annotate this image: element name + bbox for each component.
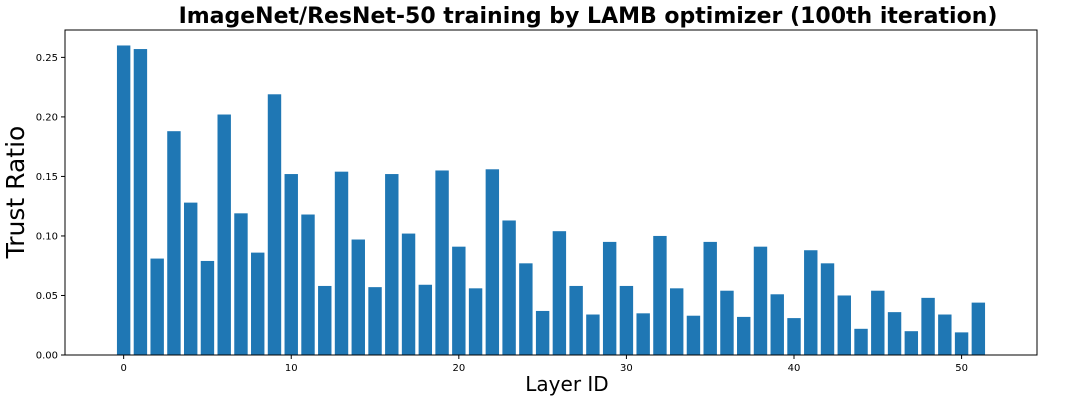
x-tick-label: 30 (620, 363, 633, 374)
bar-layer-20 (452, 246, 466, 355)
bar-layer-43 (837, 295, 851, 355)
bar-layer-12 (318, 285, 332, 355)
bar-layer-3 (167, 131, 181, 355)
bar-layer-44 (854, 328, 868, 355)
y-tick-label: 0.20 (36, 112, 58, 123)
bar-layer-24 (519, 263, 533, 355)
y-tick-label: 0.10 (36, 231, 58, 242)
bar-layer-34 (686, 315, 701, 355)
x-tick-label: 20 (452, 363, 465, 374)
bar-layer-36 (720, 290, 734, 355)
bar-layer-49 (938, 314, 952, 355)
bar-layer-41 (804, 250, 818, 355)
bar-layer-16 (385, 174, 399, 355)
bar-layer-31 (636, 313, 650, 355)
bar-layer-51 (971, 302, 986, 355)
bar-layer-18 (418, 284, 433, 355)
bar-layer-10 (284, 174, 298, 355)
bar-layer-13 (334, 171, 349, 355)
bar-layer-42 (820, 263, 835, 355)
bar-layer-15 (368, 287, 382, 355)
x-tick-label: 10 (285, 363, 298, 374)
bar-layer-17 (401, 233, 416, 355)
bar-layer-27 (569, 285, 583, 355)
bar-layer-26 (552, 231, 567, 355)
bar-layer-33 (669, 288, 684, 355)
bar-layer-40 (787, 318, 801, 355)
bar-layer-5 (200, 260, 215, 355)
x-tick-label: 0 (120, 363, 126, 374)
y-tick-label: 0.05 (36, 291, 58, 302)
bar-layer-28 (586, 314, 600, 355)
bar-layer-39 (770, 294, 784, 355)
bar-layer-11 (301, 214, 315, 355)
y-axis-label: Trust Ratio (1, 126, 30, 260)
plot-frame (64, 29, 1038, 356)
bar-layer-46 (887, 312, 902, 355)
bar-layer-1 (133, 49, 148, 356)
bars-group (116, 45, 986, 356)
bar-layer-47 (904, 331, 919, 355)
x-axis-ticks: 0 10 20 30 40 50 (120, 355, 968, 374)
bar-layer-32 (653, 235, 667, 355)
bar-layer-23 (502, 220, 516, 355)
bar-layer-2 (150, 258, 164, 355)
bar-layer-48 (921, 297, 935, 355)
bar-layer-4 (183, 202, 198, 355)
x-axis-label: Layer ID (525, 372, 608, 396)
x-tick-label: 50 (955, 363, 968, 374)
bar-layer-21 (468, 288, 483, 355)
bar-layer-22 (485, 169, 500, 355)
bar-layer-9 (267, 94, 282, 355)
bar-layer-35 (703, 241, 717, 355)
x-tick-label: 40 (788, 363, 801, 374)
bar-layer-19 (435, 170, 449, 355)
bar-layer-25 (535, 310, 550, 355)
bar-layer-14 (351, 239, 365, 355)
bar-layer-45 (871, 290, 885, 355)
bar-layer-50 (954, 332, 969, 355)
chart-title: ImageNet/ResNet-50 training by LAMB opti… (179, 4, 998, 29)
bar-layer-0 (116, 45, 131, 355)
bar-layer-8 (251, 252, 265, 355)
bar-layer-37 (737, 316, 751, 355)
bar-layer-29 (602, 241, 617, 355)
bar-layer-30 (619, 285, 634, 355)
y-tick-label: 0.15 (36, 172, 58, 183)
bar-layer-6 (217, 114, 231, 356)
bar-layer-38 (753, 246, 768, 355)
y-axis-ticks: 0.00 0.05 0.10 0.15 0.20 0.25 (36, 53, 65, 362)
y-tick-label: 0.25 (36, 53, 58, 64)
y-tick-label: 0.00 (36, 351, 58, 362)
bar-layer-7 (234, 213, 248, 355)
